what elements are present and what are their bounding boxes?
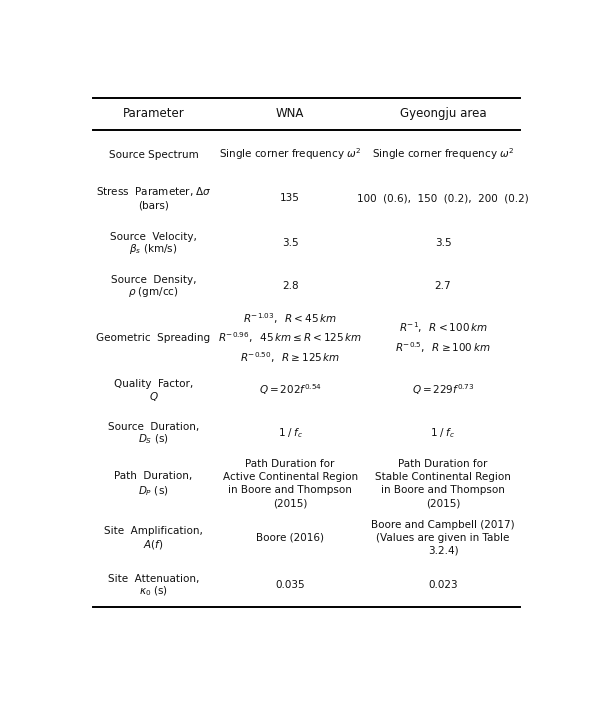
Text: Single corner frequency $\omega^2$: Single corner frequency $\omega^2$ [372, 147, 514, 162]
Text: Source  Velocity,: Source Velocity, [110, 232, 197, 242]
Text: $\kappa_0$ (s): $\kappa_0$ (s) [139, 584, 168, 598]
Text: 2.8: 2.8 [282, 281, 298, 291]
Text: Boore (2016): Boore (2016) [256, 533, 324, 543]
Text: 0.035: 0.035 [275, 580, 305, 590]
Text: (bars): (bars) [138, 200, 169, 210]
Text: WNA: WNA [276, 107, 304, 120]
Text: 3.5: 3.5 [435, 238, 451, 249]
Text: 100  (0.6),  150  (0.2),  200  (0.2): 100 (0.6), 150 (0.2), 200 (0.2) [357, 194, 529, 204]
Text: 135: 135 [280, 194, 300, 204]
Text: Single corner frequency $\omega^2$: Single corner frequency $\omega^2$ [219, 147, 362, 162]
Text: 3.5: 3.5 [282, 238, 298, 249]
Text: Geometric  Spreading: Geometric Spreading [96, 333, 211, 343]
Text: $1 \; / \; f_c$: $1 \; / \; f_c$ [431, 426, 455, 440]
Text: Source  Duration,: Source Duration, [108, 423, 199, 432]
Text: $Q$: $Q$ [148, 390, 158, 402]
Text: Stress  Parameter, $\Delta\sigma$: Stress Parameter, $\Delta\sigma$ [95, 185, 211, 199]
Text: $1 \; / \; f_c$: $1 \; / \; f_c$ [278, 426, 303, 440]
Text: $\rho$ (gm/cc): $\rho$ (gm/cc) [128, 285, 178, 299]
Text: Gyeongju area: Gyeongju area [400, 107, 486, 120]
Text: $R^{-1},\;\; R<100\,km$
$R^{-0.5},\;\; R\geq 100\,km$: $R^{-1},\;\; R<100\,km$ $R^{-0.5},\;\; R… [395, 321, 491, 355]
Text: $R^{-1.03},\;\; R<45\,km$
$R^{-0.96},\;\; 45\,km \leq R < 125\,km$
$R^{-0.50},\;: $R^{-1.03},\;\; R<45\,km$ $R^{-0.96},\;\… [218, 311, 362, 364]
Text: Parameter: Parameter [123, 107, 184, 120]
Text: $D_S$ (s): $D_S$ (s) [138, 432, 169, 446]
Text: Path  Duration,: Path Duration, [114, 470, 193, 481]
Text: 2.7: 2.7 [435, 281, 451, 291]
Text: Source Spectrum: Source Spectrum [109, 150, 198, 159]
Text: Path Duration for
Active Continental Region
in Boore and Thompson
(2015): Path Duration for Active Continental Reg… [222, 459, 358, 508]
Text: $Q = 202f^{0.54}$: $Q = 202f^{0.54}$ [259, 383, 321, 397]
Text: $\beta_s$ (km/s): $\beta_s$ (km/s) [129, 242, 177, 256]
Text: Site  Amplification,: Site Amplification, [104, 526, 203, 536]
Text: $Q = 229f^{0.73}$: $Q = 229f^{0.73}$ [412, 383, 474, 397]
Text: $D_P$ (s): $D_P$ (s) [138, 485, 168, 498]
Text: Boore and Campbell (2017)
(Values are given in Table
3.2.4): Boore and Campbell (2017) (Values are gi… [371, 519, 515, 556]
Text: Site  Attenuation,: Site Attenuation, [108, 574, 199, 584]
Text: Source  Density,: Source Density, [111, 275, 196, 285]
Text: 0.023: 0.023 [428, 580, 458, 590]
Text: $A(f)$: $A(f)$ [143, 538, 164, 551]
Text: Quality  Factor,: Quality Factor, [114, 379, 193, 389]
Text: Path Duration for
Stable Continental Region
in Boore and Thompson
(2015): Path Duration for Stable Continental Reg… [375, 459, 511, 508]
